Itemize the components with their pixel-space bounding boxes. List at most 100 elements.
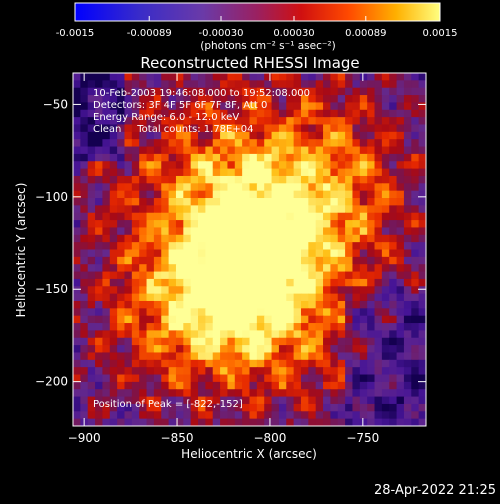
- heatmap-cell: [359, 352, 368, 361]
- heatmap-cell: [227, 323, 236, 331]
- heatmap-cell: [403, 337, 412, 346]
- heatmap-cell: [374, 131, 383, 140]
- heatmap-cell: [175, 95, 184, 104]
- heatmap-cell: [168, 374, 177, 383]
- heatmap-cell: [205, 198, 214, 206]
- heatmap-cell: [337, 146, 346, 155]
- heatmap-cell: [102, 87, 111, 96]
- heatmap-cell: [242, 278, 251, 287]
- heatmap-cell: [256, 308, 265, 317]
- heatmap-cell: [345, 220, 354, 229]
- heatmap-cell: [367, 278, 376, 287]
- heatmap-cell: [345, 153, 354, 162]
- heatmap-cell: [183, 190, 192, 199]
- heatmap-cell: [198, 212, 206, 221]
- heatmap-cell: [139, 403, 148, 412]
- heatmap-cell: [242, 131, 251, 140]
- heatmap-cell: [381, 418, 390, 426]
- heatmap-cell: [359, 168, 368, 177]
- heatmap-cell: [80, 153, 89, 162]
- heatmap-cell: [220, 256, 229, 265]
- heatmap-cell: [337, 389, 346, 398]
- heatmap-cell: [323, 212, 331, 221]
- heatmap-cell: [227, 352, 236, 361]
- heatmap-cell: [264, 323, 273, 331]
- heatmap-cell: [117, 161, 126, 170]
- heatmap-cell: [264, 264, 273, 273]
- heatmap-cell: [293, 183, 302, 192]
- heatmap-cell: [345, 389, 354, 398]
- heatmap-cell: [161, 80, 170, 89]
- heatmap-cell: [381, 124, 390, 133]
- heatmap-cell: [205, 227, 214, 236]
- heatmap-cell: [367, 300, 376, 309]
- heatmap-cell: [367, 330, 376, 339]
- heatmap-cell: [80, 234, 89, 243]
- heatmap-cell: [337, 359, 346, 368]
- heatmap-cell: [175, 271, 184, 280]
- heatmap-cell: [323, 337, 331, 346]
- heatmap-cell: [124, 212, 133, 221]
- heatmap-cell: [212, 278, 221, 287]
- heatmap-cell: [367, 381, 376, 390]
- heatmap-cell: [286, 256, 295, 265]
- heatmap-cell: [73, 198, 81, 206]
- heatmap-cell: [220, 389, 229, 398]
- heatmap-cell: [102, 293, 111, 302]
- heatmap-cell: [345, 359, 354, 368]
- heatmap-cell: [389, 124, 398, 133]
- heatmap-cell: [161, 359, 170, 368]
- heatmap-cell: [212, 249, 221, 258]
- heatmap-cell: [146, 418, 155, 426]
- heatmap-cell: [403, 396, 412, 405]
- heatmap-cell: [205, 212, 214, 221]
- heatmap-cell: [95, 153, 104, 162]
- heatmap-cell: [109, 161, 118, 170]
- heatmap-cell: [330, 256, 339, 265]
- heatmap-cell: [168, 359, 177, 368]
- heatmap-cell: [80, 352, 89, 361]
- colorbar-tick-label: -0.00030: [199, 28, 244, 39]
- heatmap-cell: [264, 117, 273, 126]
- heatmap-cell: [161, 190, 170, 199]
- heatmap-cell: [153, 293, 162, 302]
- heatmap-cell: [374, 411, 383, 420]
- heatmap-cell: [367, 396, 376, 405]
- heatmap-cell: [359, 374, 368, 383]
- heatmap-cell: [286, 396, 295, 405]
- heatmap-cell: [337, 102, 346, 111]
- heatmap-cell: [264, 403, 273, 412]
- heatmap-cell: [161, 87, 170, 96]
- heatmap-cell: [190, 315, 199, 324]
- heatmap-cell: [95, 175, 104, 184]
- heatmap-cell: [300, 73, 309, 81]
- heatmap-cell: [73, 95, 81, 104]
- heatmap-cell: [286, 153, 295, 162]
- heatmap-cell: [153, 175, 162, 184]
- heatmap-cell: [73, 242, 81, 251]
- heatmap-cell: [227, 175, 236, 184]
- heatmap-cell: [323, 352, 331, 361]
- heatmap-cell: [300, 124, 309, 133]
- heatmap-cell: [396, 374, 405, 383]
- heatmap-cell: [227, 190, 236, 199]
- heatmap-cell: [109, 183, 118, 192]
- heatmap-cell: [411, 256, 420, 265]
- heatmap-cell: [403, 249, 412, 258]
- heatmap-cell: [293, 161, 302, 170]
- heatmap-cell: [227, 256, 236, 265]
- heatmap-cell: [161, 205, 170, 214]
- heatmap-cell: [109, 278, 118, 287]
- heatmap-cell: [381, 175, 390, 184]
- heatmap-cell: [212, 95, 221, 104]
- heatmap-cell: [168, 80, 177, 89]
- heatmap-cell: [139, 323, 148, 331]
- heatmap-cell: [418, 396, 426, 405]
- heatmap-cell: [323, 175, 331, 184]
- heatmap-cell: [315, 403, 324, 412]
- heatmap-cell: [300, 227, 309, 236]
- heatmap-cell: [308, 242, 317, 251]
- heatmap-cell: [161, 337, 170, 346]
- heatmap-cell: [109, 234, 118, 243]
- heatmap-cell: [124, 278, 133, 287]
